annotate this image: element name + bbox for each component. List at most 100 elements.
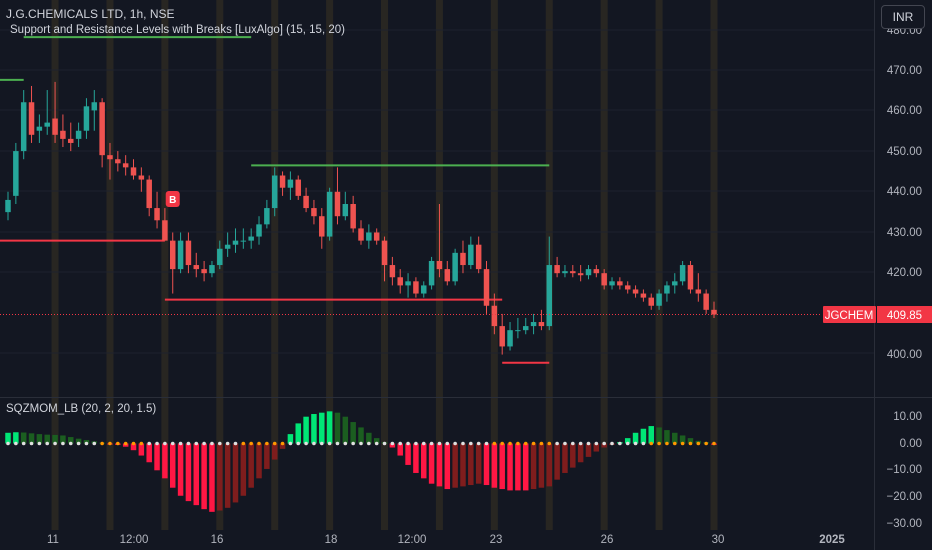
osc-tick-0: 0.00 — [900, 438, 922, 450]
momentum-bar — [303, 416, 309, 444]
candle-bear — [185, 240, 192, 266]
momentum-bar — [538, 443, 545, 488]
momentum-bar — [601, 443, 607, 448]
momentum-bar — [256, 443, 262, 479]
candle-bull — [83, 106, 90, 131]
candle-bear — [389, 265, 396, 278]
squeeze-dot — [210, 441, 214, 446]
candle-bull — [452, 252, 458, 282]
last-price-label: JGCHEM 409.85 — [823, 306, 932, 323]
candle-bear — [107, 155, 113, 160]
squeeze-dot — [398, 441, 403, 446]
candle-bull — [20, 102, 27, 152]
momentum-bar — [130, 443, 137, 451]
momentum-bar — [193, 443, 200, 506]
oscillator-axis[interactable]: 10.00 0.00 −10.00 −20.00 −30.00 — [887, 411, 923, 530]
candle-bear — [350, 203, 356, 229]
momentum-bar — [350, 422, 356, 444]
session-band — [490, 0, 498, 530]
momentum-bar — [146, 443, 152, 463]
momentum-bar — [530, 443, 537, 490]
momentum-bar — [201, 443, 207, 510]
symbol-title[interactable]: J.G.CHEMICALS LTD, 1h, NSE — [6, 7, 175, 21]
candle-bear — [52, 118, 58, 135]
candle-bear — [632, 289, 639, 294]
squeeze-dot — [116, 441, 120, 446]
candle-bear — [397, 277, 403, 286]
candle-bull — [224, 244, 231, 249]
squeeze-dot — [421, 441, 426, 446]
candle-bear — [122, 163, 129, 168]
candle-bull — [232, 240, 239, 245]
momentum-bar — [507, 443, 513, 491]
currency-button[interactable]: INR — [881, 5, 925, 29]
indicator-title[interactable]: Support and Resistance Levels with Break… — [10, 24, 345, 36]
candle-bear — [138, 175, 145, 180]
momentum-bar — [232, 443, 239, 503]
squeeze-dot — [657, 441, 661, 446]
momentum-bar — [44, 434, 50, 444]
time-tick-18: 18 — [325, 534, 338, 546]
candle-bull — [405, 281, 411, 286]
squeeze-dot — [249, 441, 253, 446]
candle-bear — [193, 265, 200, 270]
candle-bear — [413, 281, 419, 294]
momentum-bar — [366, 432, 372, 444]
candle-bear — [60, 130, 66, 139]
session-band — [326, 0, 334, 530]
momentum-bar — [295, 423, 301, 444]
oscillator-title[interactable]: SQZMOM_LB (20, 2, 20, 1.5) — [6, 403, 157, 415]
price-tick-460: 460.00 — [887, 105, 922, 117]
price-tick-420: 420.00 — [887, 267, 922, 279]
momentum-bar — [687, 438, 694, 444]
momentum-bar — [334, 412, 341, 444]
momentum-bar — [405, 443, 411, 465]
squeeze-dot — [484, 441, 489, 446]
momentum-bar — [75, 438, 82, 444]
squeeze-dot — [225, 441, 230, 446]
momentum-bar — [428, 443, 435, 484]
squeeze-dot — [139, 441, 144, 446]
candle-bull — [75, 130, 82, 139]
squeeze-dot — [523, 441, 528, 446]
candle-bull — [507, 330, 513, 347]
squeeze-dot — [186, 441, 191, 446]
momentum-bar — [491, 443, 498, 488]
candle-bear — [358, 228, 364, 241]
squeeze-dot — [649, 441, 654, 446]
candle-bull — [342, 203, 349, 217]
momentum-bar — [397, 443, 403, 456]
candle-bear — [475, 244, 482, 270]
candle-bear — [162, 220, 168, 241]
session-band — [655, 0, 663, 530]
break-marker-label: B — [169, 195, 176, 206]
squeeze-dot — [68, 441, 73, 446]
momentum-bar — [515, 443, 521, 491]
momentum-bar — [499, 443, 505, 490]
momentum-bar — [648, 426, 654, 444]
momentum-bar — [436, 443, 443, 487]
time-axis[interactable]: 11 12:00 16 18 12:00 23 26 30 2025 — [47, 534, 845, 546]
candle-bear — [28, 102, 35, 135]
squeeze-dot — [539, 441, 544, 446]
candle-bull — [515, 330, 521, 332]
squeeze-dot — [163, 441, 167, 446]
price-axis[interactable]: 480.00 470.00 460.00 450.00 440.00 430.0… — [887, 25, 922, 361]
candles — [5, 81, 717, 355]
squeeze-dot — [155, 441, 159, 446]
price-tick-470: 470.00 — [887, 65, 922, 77]
squeeze-dot — [578, 441, 583, 446]
squeeze-dot — [704, 441, 708, 446]
momentum-bar — [522, 443, 529, 491]
momentum-bar — [185, 443, 192, 502]
squeeze-dot — [319, 441, 324, 446]
osc-tick-m10: −10.00 — [887, 464, 923, 476]
candle-bull — [5, 199, 11, 213]
squeeze-dots — [6, 441, 716, 446]
squeeze-dot — [343, 441, 348, 446]
price-tick-440: 440.00 — [887, 186, 922, 198]
squeeze-dot — [672, 441, 677, 446]
momentum-bar — [664, 430, 670, 444]
candle-bull — [421, 285, 427, 294]
